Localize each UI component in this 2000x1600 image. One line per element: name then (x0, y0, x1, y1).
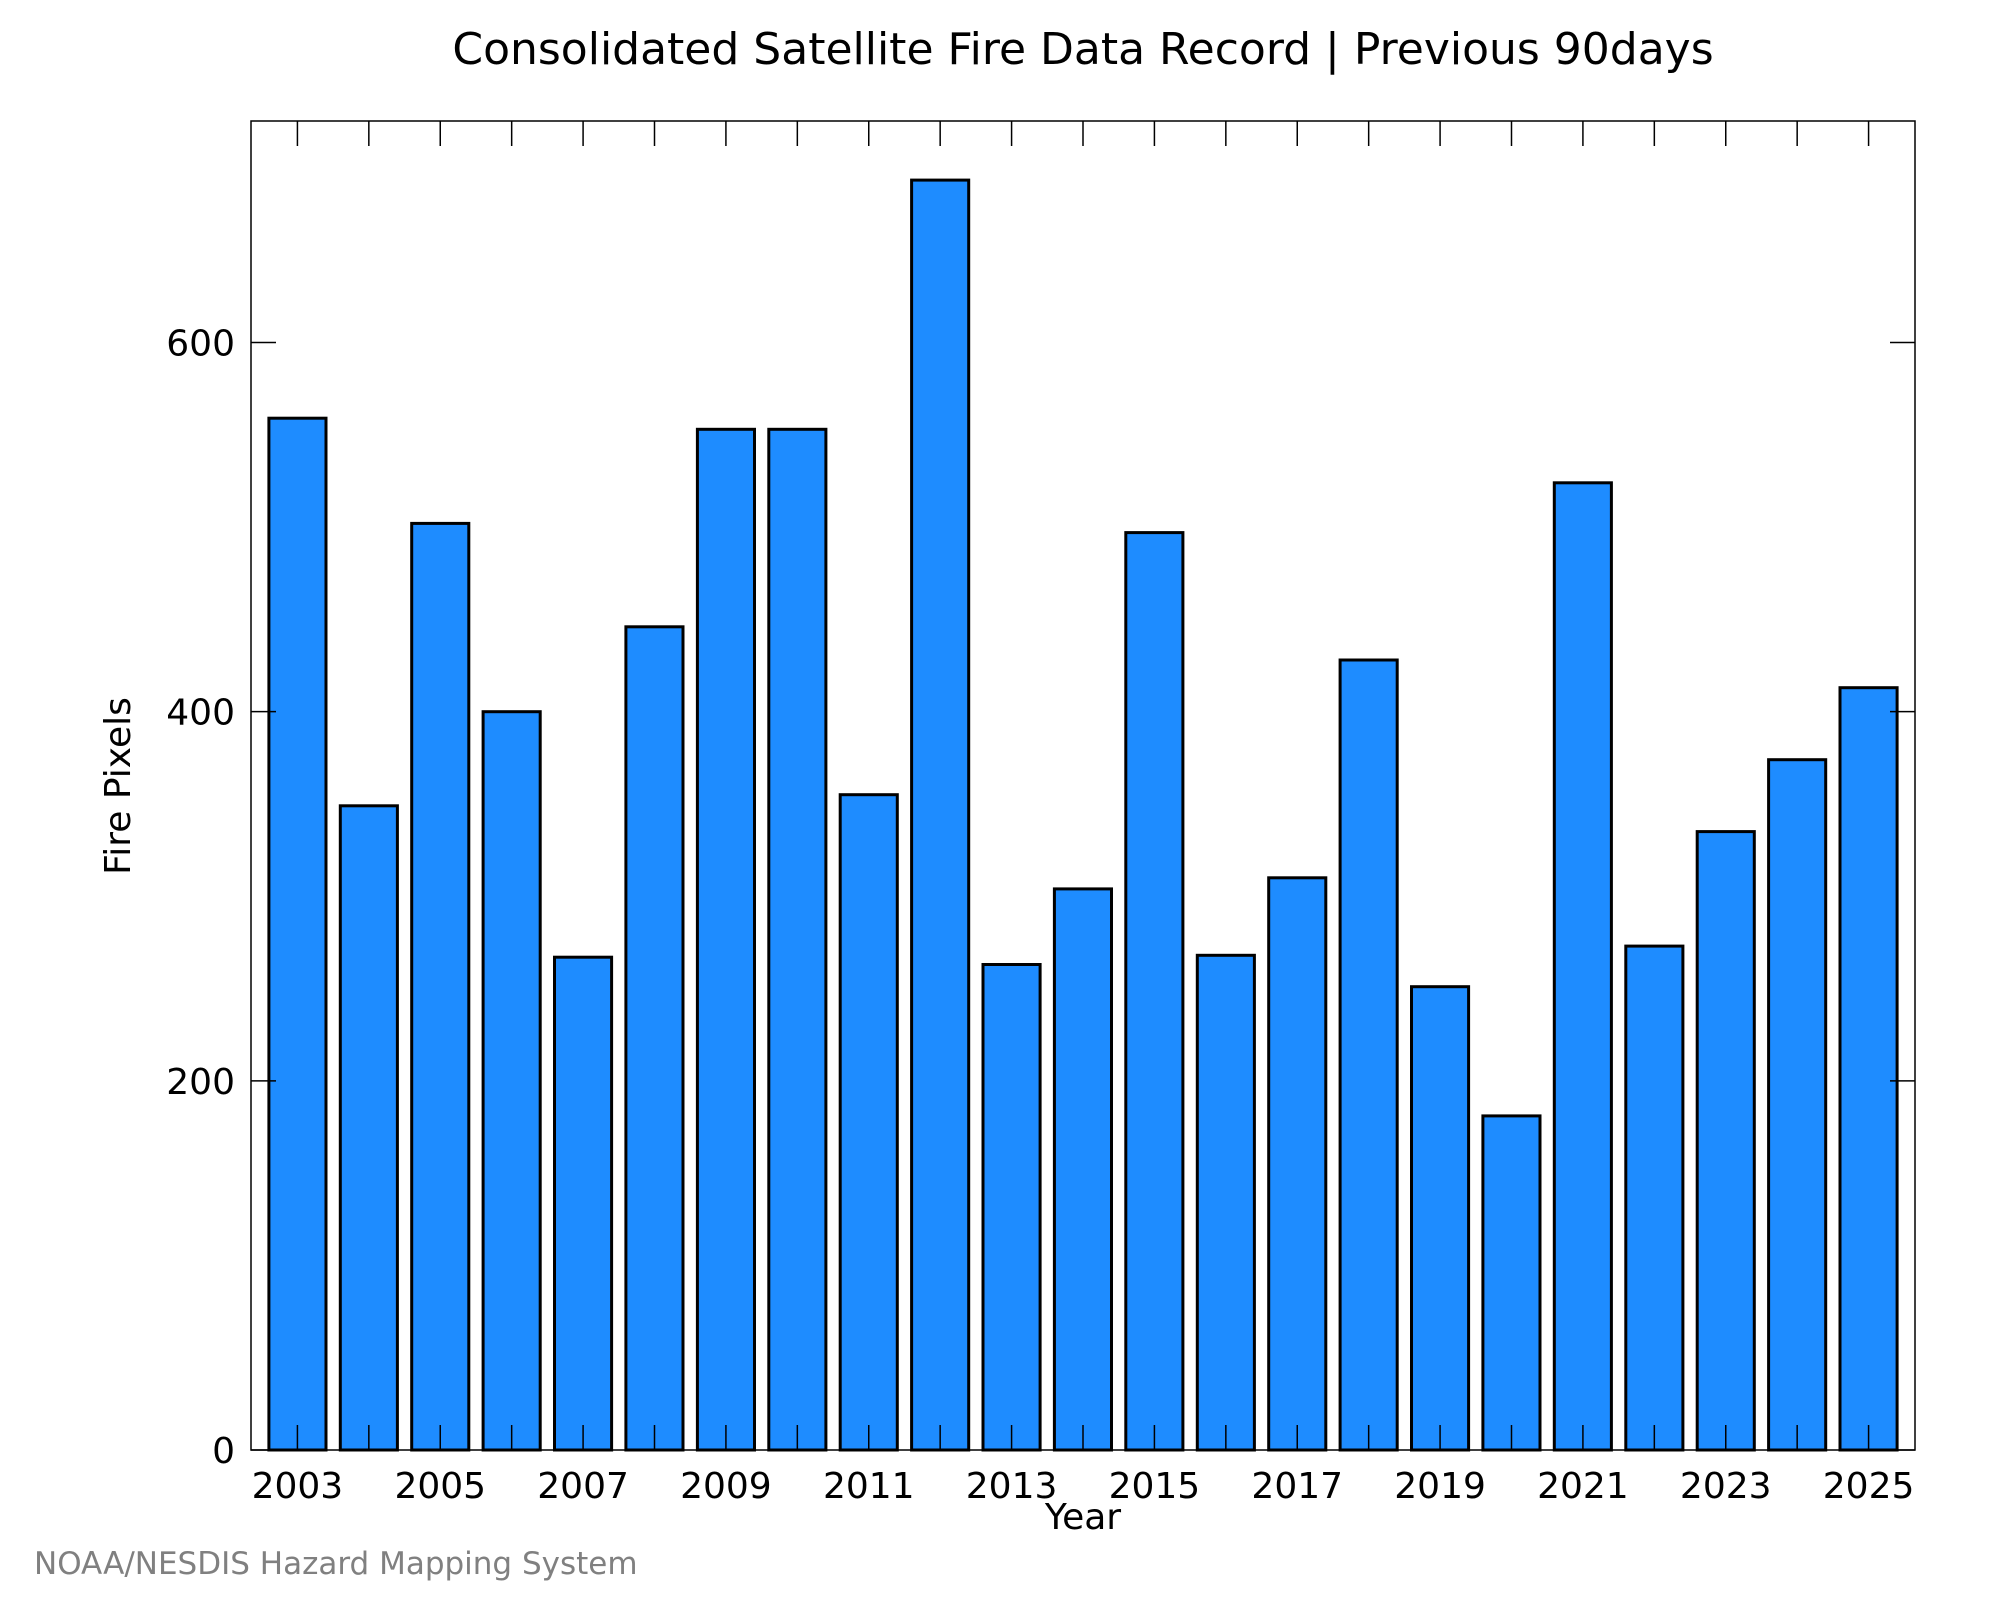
bar-2010 (767, 427, 828, 1452)
bar-2009 (695, 427, 757, 1452)
bar-2005 (410, 521, 471, 1452)
x-axis-title: Year (1044, 1497, 1121, 1538)
x-tick-label: 2025 (1823, 1466, 1915, 1507)
x-tick-label: 2021 (1537, 1466, 1629, 1507)
source-credit: NOAA/NESDIS Hazard Mapping System (34, 1546, 638, 1582)
bar-2007 (553, 955, 614, 1452)
bar-2003 (267, 416, 328, 1452)
x-tick-label: 2015 (1109, 1466, 1201, 1507)
bar-2024 (1767, 758, 1828, 1452)
bar-2020 (1481, 1114, 1542, 1452)
y-tick-label: 0 (212, 1431, 235, 1472)
bar-2008 (624, 625, 685, 1452)
x-axis-ticks: 2003 2005 2007 2009 2011 2013 2015 2017 2019 2021… (252, 121, 1915, 1507)
bar-2016 (1195, 953, 1256, 1452)
bar-2006 (481, 710, 542, 1452)
y-axis-ticks: 0 200 400 600 (166, 324, 1915, 1472)
bar-2015 (1124, 531, 1185, 1452)
x-tick-label: 2013 (966, 1466, 1058, 1507)
bar-2021 (1552, 481, 1613, 1452)
chart-title: Consolidated Satellite Fire Data Record … (452, 24, 1713, 75)
bar-2019 (1410, 985, 1471, 1452)
x-tick-label: 2023 (1680, 1466, 1772, 1507)
bar-2012 (910, 178, 971, 1452)
y-tick-label: 600 (166, 324, 235, 365)
y-axis-title: Fire Pixels (98, 697, 139, 875)
y-tick-label: 400 (166, 693, 235, 734)
bar-2017 (1267, 876, 1328, 1452)
bars-group (267, 178, 1899, 1452)
bar-2023 (1695, 830, 1756, 1452)
bar-2022 (1624, 944, 1685, 1452)
x-tick-label: 2011 (823, 1466, 915, 1507)
x-tick-label: 2003 (252, 1466, 344, 1507)
x-tick-label: 2017 (1251, 1466, 1343, 1507)
bar-2011 (838, 793, 899, 1452)
bar-2004 (338, 804, 399, 1452)
x-tick-label: 2005 (394, 1466, 486, 1507)
x-tick-label: 2007 (537, 1466, 629, 1507)
x-tick-label: 2009 (680, 1466, 772, 1507)
bar-2018 (1338, 658, 1399, 1452)
x-tick-label: 2019 (1394, 1466, 1486, 1507)
bar-2013 (981, 963, 1042, 1452)
y-tick-label: 200 (166, 1062, 235, 1103)
bar-2014 (1052, 887, 1114, 1452)
bar-2025 (1838, 686, 1899, 1452)
